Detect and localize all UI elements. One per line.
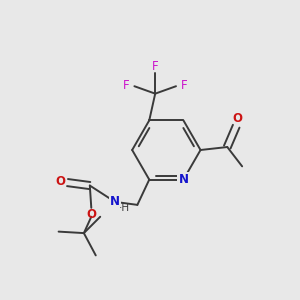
- Text: O: O: [55, 175, 65, 188]
- Text: F: F: [180, 79, 187, 92]
- Text: F: F: [123, 79, 130, 92]
- Text: F: F: [152, 60, 158, 73]
- Text: ·H: ·H: [118, 203, 130, 213]
- Text: O: O: [87, 208, 97, 221]
- Text: O: O: [233, 112, 243, 125]
- Text: N: N: [178, 173, 188, 186]
- Text: N: N: [110, 195, 120, 208]
